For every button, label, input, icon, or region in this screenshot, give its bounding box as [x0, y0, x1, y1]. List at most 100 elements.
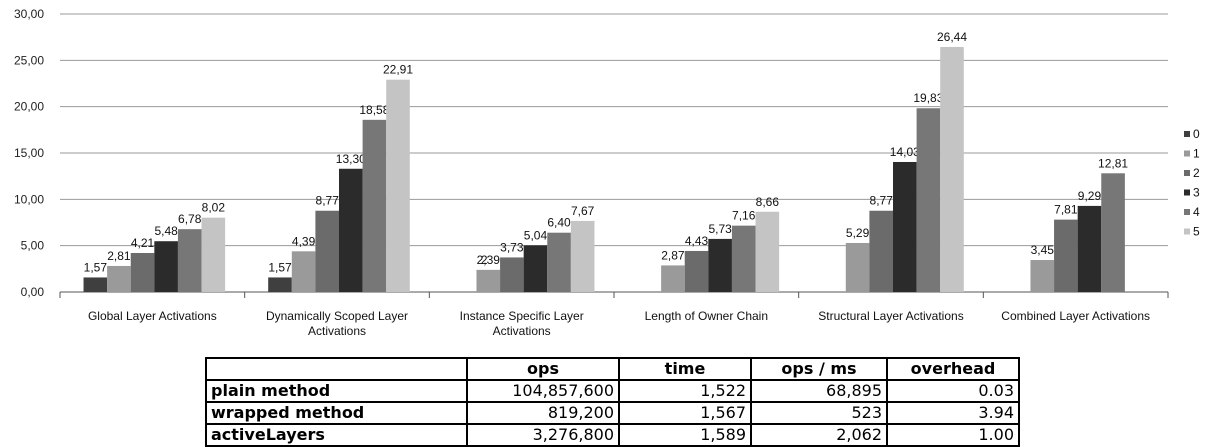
data-label: 22,91 [383, 63, 413, 77]
stats-table: ops time ops / ms overhead plain method … [205, 357, 1020, 447]
table-row: plain method 104,857,600 1,522 68,895 0.… [205, 379, 1020, 403]
cell-ops-per-ms: 523 [750, 401, 888, 425]
bar-series-4 [1101, 173, 1125, 292]
category-label: Structural Layer Activations [818, 309, 963, 323]
cell-time: 1,589 [618, 423, 752, 447]
bar-series-2 [684, 250, 709, 292]
legend-swatch [1184, 150, 1190, 157]
data-label: 4,43 [685, 234, 709, 248]
bar-series-2 [1054, 219, 1078, 292]
bar-series-3 [1077, 205, 1102, 292]
bar-series-1 [661, 265, 685, 292]
bar-series-3 [339, 168, 363, 292]
data-label: 18,58 [359, 103, 389, 117]
y-tick-label: 0,00 [21, 285, 45, 299]
data-label: 4,21 [131, 236, 155, 250]
bar-chart: 0,005,0010,0015,0020,0025,0030,001,572,8… [14, 7, 1200, 338]
legend-swatch [1184, 131, 1190, 137]
data-label: 2,39 [477, 253, 501, 267]
bar-series-3 [523, 245, 548, 292]
cell-overhead: 0.03 [886, 379, 1020, 403]
header-cell-ops: ops [466, 357, 620, 381]
data-label: 3,45 [1031, 243, 1055, 257]
bar-series-3 [154, 241, 178, 292]
category-label: Activations [493, 324, 551, 338]
data-label: 8,02 [202, 201, 226, 215]
bar-series-2 [869, 210, 893, 292]
bar-series-0 [83, 277, 108, 292]
y-tick-label: 25,00 [14, 53, 44, 67]
bar-series-3 [708, 238, 732, 292]
data-label: 8,77 [316, 194, 340, 208]
category-label: Combined Layer Activations [1001, 309, 1150, 323]
cell-overhead: 3.94 [886, 401, 1020, 425]
bar-series-4 [547, 232, 571, 292]
table-header-row: ops time ops / ms overhead [205, 357, 1020, 381]
bar-series-4 [916, 108, 941, 292]
bar-series-5 [570, 220, 595, 292]
data-label: 7,67 [571, 204, 595, 218]
row-label: plain method [205, 379, 468, 403]
bar-series-2 [130, 252, 155, 292]
data-label: 7,16 [732, 209, 756, 223]
data-label: 6,40 [547, 216, 571, 230]
cell-time: 1,522 [618, 379, 752, 403]
table-row: activeLayers 3,276,800 1,589 2,062 1.00 [205, 423, 1020, 447]
data-label: 6,78 [178, 212, 202, 226]
category-label: Global Layer Activations [88, 309, 217, 323]
header-cell-ops-per-ms: ops / ms [750, 357, 888, 381]
bar-series-5 [940, 46, 964, 292]
data-label: 3,73 [500, 240, 524, 254]
legend-label: 1 [1193, 147, 1200, 161]
legend-label: 5 [1193, 225, 1200, 239]
header-cell-blank [205, 357, 468, 381]
category-label: Activations [308, 324, 366, 338]
data-label: 19,83 [913, 91, 943, 105]
bar-series-0 [268, 277, 292, 292]
bar-series-1 [476, 269, 501, 292]
bar-series-3 [893, 161, 917, 292]
bar-series-1 [845, 242, 870, 292]
data-label: 2,81 [107, 249, 131, 263]
cell-overhead: 1.00 [886, 423, 1020, 447]
cell-ops-per-ms: 68,895 [750, 379, 888, 403]
cell-ops: 3,276,800 [466, 423, 620, 447]
header-cell-overhead: overhead [886, 357, 1020, 381]
row-label: wrapped method [205, 401, 468, 425]
cell-ops: 104,857,600 [466, 379, 620, 403]
legend-label: 2 [1193, 166, 1200, 180]
legend-label: 3 [1193, 186, 1200, 200]
bar-series-4 [362, 119, 387, 292]
legend-label: 0 [1193, 127, 1200, 141]
data-label: 14,03 [890, 145, 920, 159]
bar-series-2 [315, 210, 339, 292]
header-cell-time: time [618, 357, 752, 381]
y-tick-label: 5,00 [21, 239, 45, 253]
category-label: Dynamically Scoped Layer [266, 309, 408, 323]
legend-swatch [1184, 228, 1190, 235]
bar-series-1 [1030, 260, 1055, 292]
bar-series-5 [386, 79, 410, 292]
bar-series-4 [177, 229, 202, 292]
data-label: 2 [481, 253, 488, 267]
bar-series-5 [755, 211, 780, 292]
data-label: 5,04 [524, 228, 548, 242]
data-label: 1,57 [268, 260, 292, 274]
legend-swatch [1184, 209, 1190, 215]
data-label: 5,73 [708, 222, 732, 236]
cell-ops-per-ms: 2,062 [750, 423, 888, 447]
bar-series-1 [291, 251, 316, 292]
bar-series-4 [731, 225, 756, 292]
data-label: 13,30 [336, 152, 366, 166]
data-label: 5,29 [846, 226, 870, 240]
y-tick-label: 20,00 [14, 100, 44, 114]
bar-series-1 [107, 265, 131, 292]
data-label: 26,44 [937, 30, 967, 44]
category-label: Instance Specific Layer [460, 309, 584, 323]
row-label: activeLayers [205, 423, 468, 447]
cell-ops: 819,200 [466, 401, 620, 425]
data-label: 2,87 [661, 248, 685, 262]
legend-swatch [1184, 170, 1190, 176]
data-label: 12,81 [1098, 156, 1128, 170]
y-tick-label: 30,00 [14, 7, 44, 21]
